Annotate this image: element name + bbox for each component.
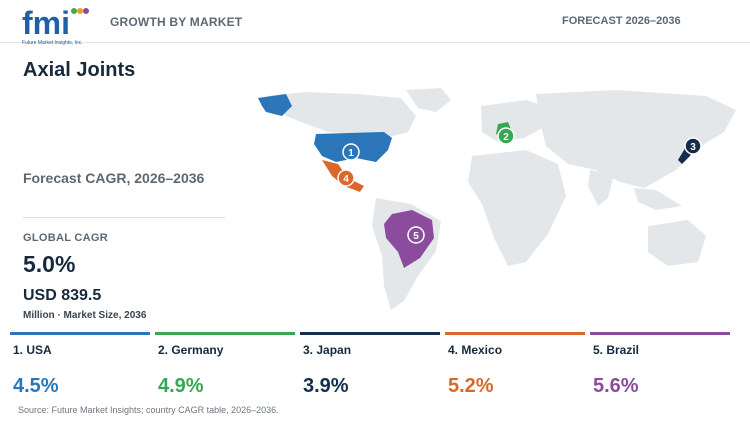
- country-name: 1. USA: [13, 343, 52, 357]
- forecast-cagr-label: Forecast CAGR, 2026–2036: [23, 170, 205, 186]
- logo-dot-orange: [77, 8, 83, 14]
- land-north-america: [266, 92, 416, 138]
- country-name: 3. Japan: [303, 343, 352, 357]
- logo-dot-green: [71, 8, 77, 14]
- country-card-brazil[interactable]: 5. Brazil 5.6%: [590, 332, 732, 402]
- country-card-usa[interactable]: 1. USA 4.5%: [10, 332, 152, 402]
- world-map: 1 2 3 4 5: [258, 88, 736, 310]
- country-name: 2. Germany: [158, 343, 224, 357]
- marker-brazil-circle: [407, 226, 425, 244]
- land-greenland: [406, 88, 451, 112]
- marker-japan-circle: [684, 137, 702, 155]
- marker-mexico-number: 4: [343, 174, 349, 185]
- land-asia: [536, 90, 736, 188]
- source-note: Source: Future Market Insights; country …: [18, 405, 279, 415]
- global-cagr-value: 5.0%: [23, 251, 76, 277]
- marker-brazil[interactable]: 5: [407, 226, 425, 244]
- country-cagr: 5.2%: [448, 375, 494, 397]
- marker-mexico[interactable]: 4: [337, 169, 355, 187]
- card-accent-bar: [10, 332, 150, 335]
- page-title: Axial Joints: [23, 59, 136, 81]
- header-bar: fmi Future Market Insights, Inc. GROWTH …: [0, 0, 750, 46]
- logo-subtext: Future Market Insights, Inc.: [22, 40, 83, 46]
- card-accent-bar: [155, 332, 295, 335]
- header-forecast: FORECAST 2026–2036: [562, 15, 681, 27]
- country-card-japan[interactable]: 3. Japan 3.9%: [300, 332, 442, 402]
- country-usa-alaska[interactable]: [258, 94, 292, 116]
- global-cagr-label: GLOBAL CAGR: [23, 232, 108, 244]
- country-name: 5. Brazil: [593, 343, 640, 357]
- country-cagr: 3.9%: [303, 375, 349, 397]
- land-southeast-asia: [634, 188, 682, 210]
- marker-mexico-circle: [337, 169, 355, 187]
- marker-usa-number: 1: [348, 148, 354, 159]
- country-cards: 1. USA 4.5% 2. Germany 4.9% 3. Japan 3.9…: [10, 332, 740, 402]
- land-india: [588, 170, 614, 206]
- marker-germany-circle: [497, 127, 515, 145]
- marker-japan[interactable]: 3: [684, 137, 702, 155]
- marker-japan-number: 3: [690, 142, 696, 153]
- marker-germany[interactable]: 2: [497, 127, 515, 145]
- country-name: 4. Mexico: [448, 343, 503, 357]
- header-title: GROWTH BY MARKET: [110, 15, 243, 29]
- country-cagr: 4.9%: [158, 375, 204, 397]
- card-accent-bar: [590, 332, 730, 335]
- divider: [23, 217, 225, 218]
- marker-brazil-number: 5: [413, 231, 419, 242]
- country-cagr: 4.5%: [13, 375, 59, 397]
- marker-germany-number: 2: [503, 132, 509, 143]
- logo-text: fmi: [22, 6, 70, 41]
- logo-dot-purple: [83, 8, 89, 14]
- market-size-caption: Million · Market Size, 2036: [23, 310, 147, 321]
- country-card-germany[interactable]: 2. Germany 4.9%: [155, 332, 297, 402]
- marker-usa[interactable]: 1: [342, 143, 360, 161]
- land-africa: [468, 150, 566, 266]
- card-accent-bar: [445, 332, 585, 335]
- fmi-logo[interactable]: fmi Future Market Insights, Inc.: [22, 6, 94, 46]
- country-card-mexico[interactable]: 4. Mexico 5.2%: [445, 332, 587, 402]
- market-size-value: USD 839.5: [23, 287, 102, 304]
- country-cagr: 5.6%: [593, 375, 639, 397]
- marker-usa-circle: [342, 143, 360, 161]
- land-australia: [648, 220, 706, 266]
- map-landmass: [266, 88, 736, 310]
- card-accent-bar: [300, 332, 440, 335]
